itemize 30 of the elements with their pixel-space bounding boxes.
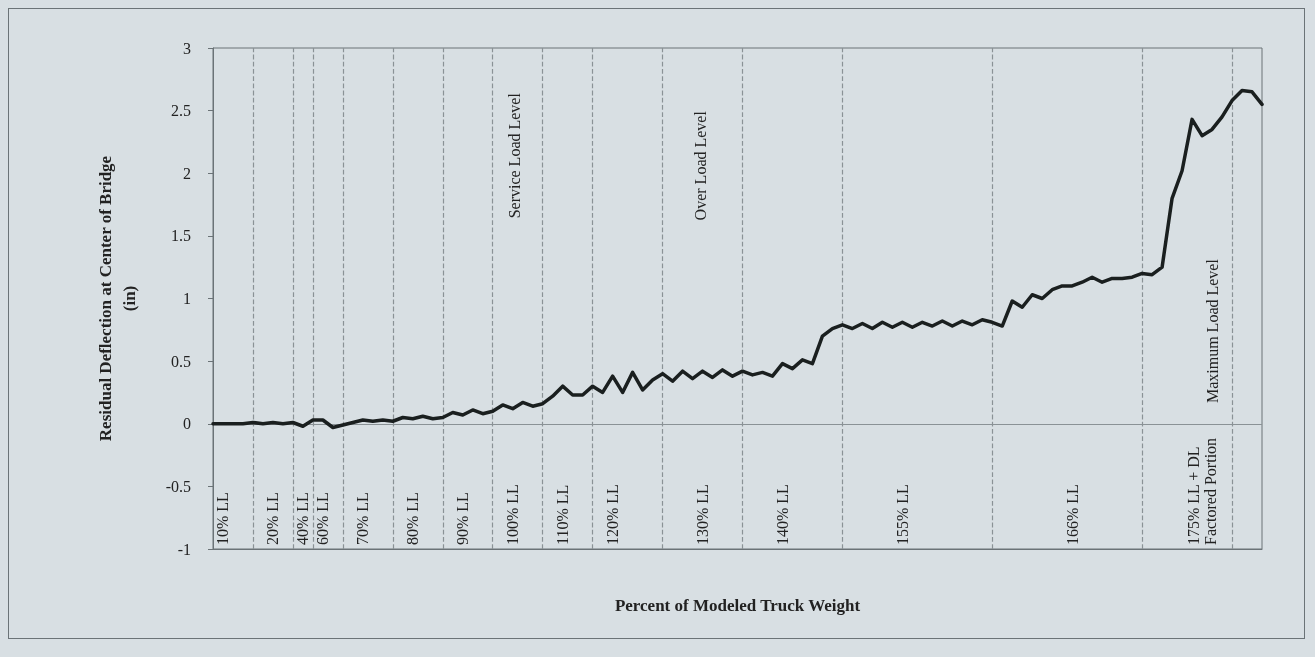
x-tick-label: 120% LL (604, 484, 622, 545)
x-tick-label: 100% LL (504, 484, 522, 545)
x-tick-label: 130% LL (694, 484, 712, 545)
y-tick-label: 2.5 (171, 102, 191, 120)
annotation: Maximum Load Level (1203, 258, 1221, 404)
x-tick-label: 155% LL (893, 484, 911, 545)
y-tick-label: 0.5 (171, 352, 191, 370)
line-series (211, 88, 1264, 430)
y-tick-label: 2 (183, 164, 191, 182)
y-tick-label: -0.5 (165, 477, 191, 495)
x-tick-label: 40% LL (294, 492, 312, 545)
x-tick-label: 110% LL (554, 484, 572, 545)
y-axis-title: Residual Deflection at Center of Bridge (in) (95, 155, 139, 442)
y-tick-label: 0 (183, 415, 191, 433)
y-tick-label: 3 (183, 39, 191, 57)
x-tick-label: 90% LL (454, 492, 472, 545)
x-tick-label: 175% LL + DL Factored Portion (1185, 437, 1220, 545)
x-axis-title: Percent of Modeled Truck Weight (614, 596, 861, 615)
annotation: Service Load Level (506, 92, 524, 219)
x-tick-label: 166% LL (1063, 484, 1081, 545)
x-tick-label: 140% LL (773, 484, 791, 545)
x-tick-label: 80% LL (404, 492, 422, 545)
x-tick-label: 70% LL (354, 492, 372, 545)
x-tick-label: 10% LL (214, 492, 232, 545)
y-tick-label: 1.5 (171, 227, 191, 245)
y-tick-label: 1 (183, 290, 191, 307)
x-tick-label: 60% LL (314, 492, 332, 545)
y-tick-label: -1 (177, 540, 191, 558)
annotation: Over Load Level (692, 110, 710, 221)
x-tick-label: 20% LL (264, 492, 282, 545)
